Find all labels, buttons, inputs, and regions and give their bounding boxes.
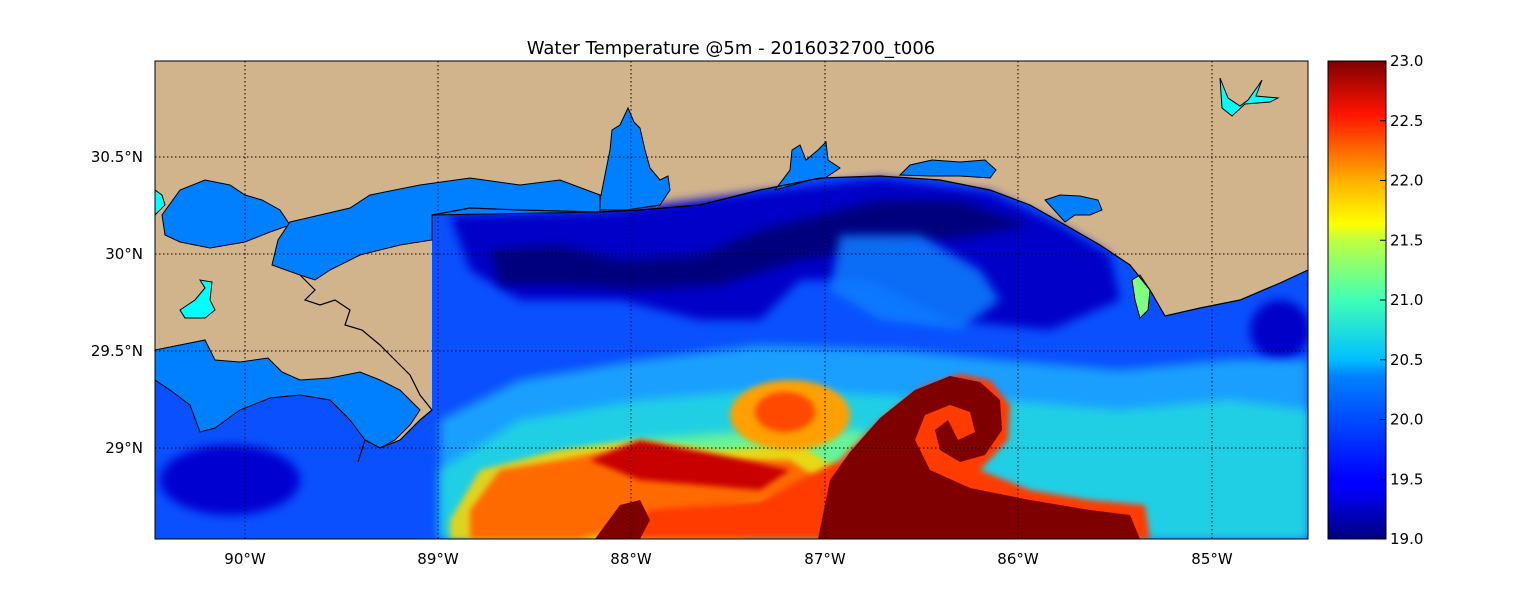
st-andrew-bay (1044, 194, 1103, 223)
map-plot-area (155, 61, 1308, 539)
warm-tongue-west (595, 500, 650, 539)
lat-tick-label: 30°N (105, 245, 143, 263)
shelf-water (830, 235, 1000, 330)
graticule (155, 61, 1308, 539)
map-title: Water Temperature @5m - 2016032700_t006 (527, 38, 936, 59)
lake-maurepas (155, 189, 166, 216)
lat-tick-label: 29.5°N (91, 342, 143, 360)
colorbar-tick-label: 20.0 (1390, 411, 1423, 429)
lake-salvador (179, 279, 216, 319)
colorbar-tick-label: 20.5 (1390, 351, 1423, 369)
colorbar-gradient (1327, 60, 1387, 540)
coastline (431, 175, 1308, 317)
mobile-bay (599, 106, 671, 211)
lon-tick-label: 85°W (1191, 550, 1233, 568)
colorbar-tick-label: 19.0 (1390, 530, 1423, 548)
cold-patch-west (160, 445, 300, 515)
colorbar-tick-label: 22.5 (1390, 112, 1423, 130)
colorbar-tick-label: 19.5 (1390, 470, 1423, 488)
colorbar-tick-label: 21.0 (1390, 291, 1423, 309)
colorbar-tick-label: 23.0 (1390, 52, 1423, 70)
warm-filament (590, 440, 790, 490)
warm-eddy-core (755, 392, 815, 432)
lon-tick-label: 88°W (610, 550, 652, 568)
delta-coastline (299, 274, 433, 463)
lon-tick-label: 86°W (997, 550, 1039, 568)
loop-current-core (818, 376, 1140, 539)
cold-patch-east (1250, 300, 1308, 360)
colorbar-tick-label: 21.5 (1390, 231, 1423, 249)
coldest-water (490, 200, 1030, 290)
lake-borgne (271, 177, 601, 281)
colorbar-ticks: 19.0 19.5 20.0 20.5 21.0 21.5 22.0 22.5 23.0 (1380, 52, 1423, 548)
lon-tick-label: 90°W (224, 550, 266, 568)
plot-frame (154, 60, 1309, 540)
lake-seminole (1219, 77, 1280, 117)
lon-tick-label: 87°W (804, 550, 846, 568)
colorbar-tick-label: 22.0 (1390, 172, 1423, 190)
lat-tick-label: 29°N (105, 439, 143, 457)
lake-pontchartrain (161, 179, 291, 249)
apalachicola-estuary (1131, 274, 1151, 319)
colorbar: 19.0 19.5 20.0 20.5 21.0 21.5 22.0 22.5 23.0 (1327, 52, 1423, 548)
lat-tick-label: 30.5°N (91, 148, 143, 166)
lon-tick-label: 89°W (417, 550, 459, 568)
choctawhatchee-bay (898, 159, 997, 179)
